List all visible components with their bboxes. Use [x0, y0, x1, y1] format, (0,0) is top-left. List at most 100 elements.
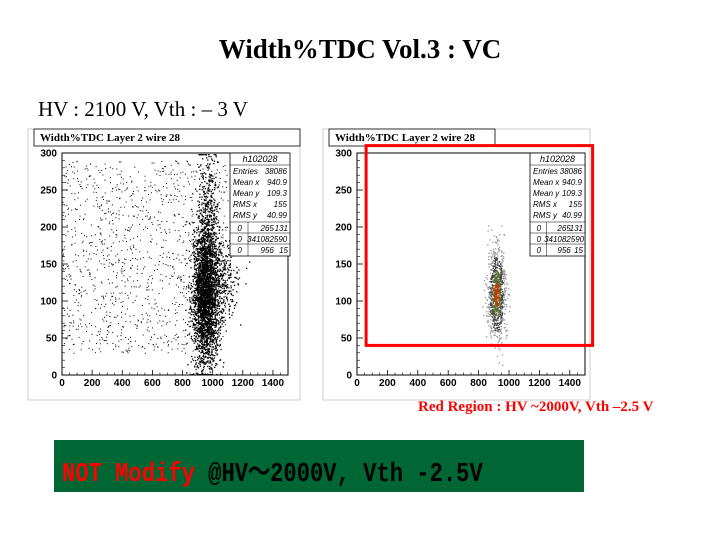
data-point — [202, 258, 204, 260]
data-point — [190, 307, 192, 309]
data-point — [221, 291, 224, 293]
data-point — [205, 257, 207, 259]
data-point — [130, 249, 132, 251]
data-point — [141, 314, 143, 316]
data-point — [206, 215, 209, 217]
data-point — [206, 232, 208, 235]
data-point — [201, 301, 203, 303]
data-point — [498, 282, 500, 284]
data-point — [205, 331, 208, 333]
data-point — [86, 326, 88, 328]
data-point — [501, 301, 504, 304]
data-point — [198, 210, 200, 212]
data-point — [139, 210, 141, 212]
data-point — [197, 312, 199, 314]
data-point — [203, 202, 205, 204]
data-point — [110, 292, 112, 294]
data-point — [216, 266, 219, 268]
data-point — [490, 301, 492, 303]
data-point — [210, 323, 212, 326]
data-point — [90, 241, 92, 243]
data-point — [207, 306, 210, 308]
data-point — [202, 207, 204, 209]
data-point — [213, 290, 216, 292]
data-point — [208, 291, 210, 293]
data-point — [237, 278, 239, 280]
data-point — [103, 243, 105, 245]
data-point — [143, 190, 145, 192]
data-point — [213, 251, 215, 254]
stats-cell: 131 — [275, 224, 288, 233]
data-point — [201, 241, 204, 244]
data-point — [193, 232, 195, 234]
data-point — [118, 260, 120, 262]
data-point — [210, 290, 213, 293]
data-point — [121, 332, 123, 334]
data-point — [205, 322, 207, 325]
data-point — [107, 279, 109, 281]
data-point — [205, 342, 208, 344]
data-point — [207, 280, 209, 282]
data-point — [210, 228, 212, 230]
data-point — [198, 269, 200, 271]
data-point — [127, 294, 129, 296]
data-point — [209, 316, 212, 318]
data-point — [187, 181, 189, 183]
data-point — [217, 186, 219, 189]
data-point — [222, 237, 224, 239]
data-point — [108, 223, 110, 225]
data-point — [86, 293, 88, 295]
data-point — [208, 241, 211, 243]
data-point — [220, 274, 222, 276]
data-point — [115, 298, 117, 300]
data-point — [200, 295, 202, 297]
data-point — [206, 157, 208, 159]
data-point — [147, 298, 149, 300]
data-point — [199, 259, 201, 261]
data-point — [208, 185, 210, 187]
data-point — [213, 332, 216, 335]
data-point — [213, 303, 215, 306]
data-point — [197, 240, 199, 242]
data-point — [208, 246, 210, 248]
data-point — [105, 168, 107, 170]
data-point — [144, 180, 146, 182]
data-point — [154, 184, 156, 186]
data-point — [198, 335, 201, 337]
data-point — [197, 299, 199, 301]
data-point — [207, 343, 209, 345]
data-point — [218, 308, 220, 310]
data-point — [495, 329, 497, 332]
data-point — [214, 329, 217, 331]
data-point — [204, 217, 206, 219]
data-point — [198, 362, 200, 365]
data-point — [212, 321, 215, 324]
x-tick-label: 1000 — [498, 378, 521, 389]
data-point — [194, 179, 196, 181]
data-point — [73, 295, 75, 297]
data-point — [193, 222, 195, 224]
data-point — [189, 297, 191, 299]
data-point — [180, 276, 182, 278]
data-point — [211, 364, 213, 366]
data-point — [185, 309, 187, 311]
data-point — [208, 190, 210, 192]
data-point — [199, 309, 202, 311]
data-point — [99, 172, 101, 174]
data-point — [201, 283, 204, 285]
data-point — [125, 321, 127, 323]
data-point — [121, 272, 123, 274]
data-point — [77, 255, 79, 257]
data-point — [206, 274, 208, 276]
data-point — [201, 300, 203, 303]
data-point — [200, 280, 202, 282]
data-point — [73, 172, 75, 174]
data-point — [210, 328, 212, 331]
data-point — [192, 340, 194, 342]
data-point — [198, 322, 200, 324]
data-point — [201, 256, 203, 258]
data-point — [211, 274, 213, 276]
data-point — [211, 352, 213, 354]
data-point — [203, 277, 205, 279]
data-point — [165, 166, 167, 168]
